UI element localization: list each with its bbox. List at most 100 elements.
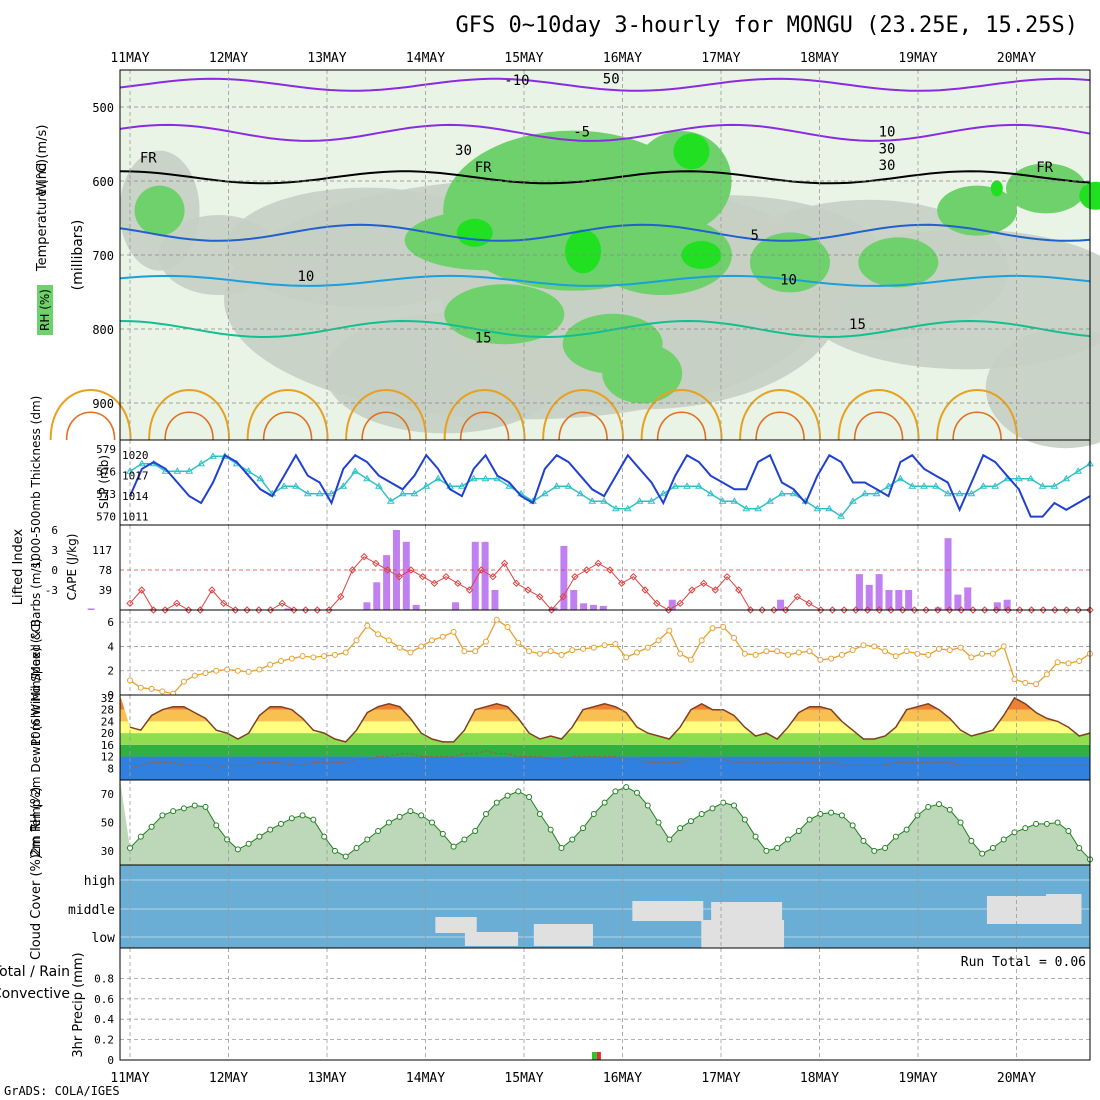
thickness-tick-label: 579 xyxy=(96,443,116,456)
wind-speed-point xyxy=(569,647,576,654)
cape-tick-label: 78 xyxy=(99,564,112,577)
li-point xyxy=(723,572,731,581)
temp-contour-minus5 xyxy=(119,123,1091,142)
thickness-point xyxy=(671,482,680,489)
li-point xyxy=(547,606,556,614)
rh2m-point xyxy=(418,812,425,819)
li-point xyxy=(184,606,193,614)
rh2m-point xyxy=(666,836,673,843)
precip-axis-label: 3hr Precip (mm) xyxy=(71,952,86,1057)
wind-speed-point xyxy=(159,688,166,695)
temp-contour-20 xyxy=(739,389,822,441)
li-tick-label: 3 xyxy=(51,544,58,557)
thickness-point xyxy=(813,504,822,512)
cape-bar xyxy=(550,607,558,610)
bottom-date-label: 12MAY xyxy=(209,1071,248,1086)
wind-speed-point xyxy=(1065,660,1072,667)
wind-speed-point xyxy=(892,653,899,660)
wind-speed-point xyxy=(396,644,403,651)
li-point xyxy=(957,606,965,614)
thickness-point xyxy=(552,482,561,489)
temp-color-band xyxy=(120,744,1090,757)
temp-contour-25 xyxy=(853,411,904,441)
li-point xyxy=(524,586,532,594)
thickness-point xyxy=(386,497,395,504)
thickness-point xyxy=(339,482,348,489)
rh2m-point xyxy=(191,802,198,809)
rh2m-point xyxy=(601,799,608,806)
rh2m-point xyxy=(1011,829,1018,836)
temp-tick-label: 8 xyxy=(107,762,114,775)
li-point xyxy=(360,552,368,561)
pressure-tick-label: 500 xyxy=(92,101,114,115)
wind-speed-point xyxy=(687,656,694,663)
thickness-point xyxy=(979,482,988,489)
li-point xyxy=(898,606,907,614)
thickness-point xyxy=(766,497,774,504)
li-point xyxy=(817,606,825,614)
wind-speed-point xyxy=(860,642,867,649)
cloud-block xyxy=(986,896,1052,924)
li-point xyxy=(395,572,403,581)
li-tick-label: 0 xyxy=(51,564,58,577)
thickness-point xyxy=(849,497,857,504)
rh2m-point xyxy=(817,811,824,817)
temp-tick-label: 28 xyxy=(101,704,114,717)
wind-speed-point xyxy=(224,666,231,673)
rh2m-point xyxy=(1043,820,1050,827)
wind-speed-point xyxy=(741,650,748,657)
cape-axis-label: CAPE (J/kg) xyxy=(65,534,79,601)
bottom-date-label: 18MAY xyxy=(800,1071,839,1086)
thickness-point xyxy=(1015,474,1023,482)
rh2m-point xyxy=(148,823,155,830)
cloud-block xyxy=(632,901,704,921)
wind-speed-point xyxy=(439,633,446,640)
temp-line xyxy=(129,696,1091,743)
li-point xyxy=(208,586,216,594)
cloud-level-label: high xyxy=(84,874,115,889)
rh2m-point xyxy=(612,788,619,795)
temp-mask xyxy=(120,695,1090,742)
rh2m-point xyxy=(763,847,770,854)
rh2m-point xyxy=(321,833,328,840)
rh2m-point xyxy=(385,819,392,826)
wind-speed-point xyxy=(191,672,198,679)
temp-contour-20 xyxy=(246,389,329,441)
thickness-point xyxy=(576,489,585,497)
rh2m-point xyxy=(623,784,630,791)
top-date-label: 11MAY xyxy=(110,51,149,66)
wind-speed-point xyxy=(450,628,457,635)
wind-speed-point xyxy=(935,645,942,652)
slp-tick-label: 1011 xyxy=(122,511,149,524)
thickness-point xyxy=(173,467,182,474)
contour-label: FR xyxy=(140,151,157,167)
rh2m-point xyxy=(903,826,910,833)
thickness-point xyxy=(303,489,312,497)
pressure-tick-label: 600 xyxy=(92,175,114,189)
cape-bar xyxy=(885,590,893,610)
rh-high-area xyxy=(937,185,1018,236)
li-point xyxy=(442,572,450,581)
thickness-point xyxy=(493,474,502,482)
wind-speed-point xyxy=(925,651,932,658)
thickness-point xyxy=(908,482,917,489)
thickness-tick-label: 573 xyxy=(96,488,116,501)
thickness-point xyxy=(1050,482,1059,489)
thickness-point xyxy=(837,512,845,519)
thickness-point xyxy=(137,459,146,467)
li-point xyxy=(290,606,298,614)
rh2m-point xyxy=(892,833,899,840)
li-point xyxy=(266,606,275,614)
contour-label: 15 xyxy=(849,317,866,333)
rh2m-point xyxy=(278,820,285,827)
thickness-point xyxy=(469,474,478,482)
wind-speed-point xyxy=(979,650,986,657)
li-point xyxy=(676,599,684,608)
li-point xyxy=(980,606,989,614)
wind-tick-label: 4 xyxy=(107,640,114,653)
cape-tick-label: 117 xyxy=(92,544,112,557)
contour-label: 10 xyxy=(879,125,896,141)
wind-speed-point xyxy=(234,667,241,674)
wind-speed-point xyxy=(752,651,759,658)
thickness-point xyxy=(1074,467,1083,474)
